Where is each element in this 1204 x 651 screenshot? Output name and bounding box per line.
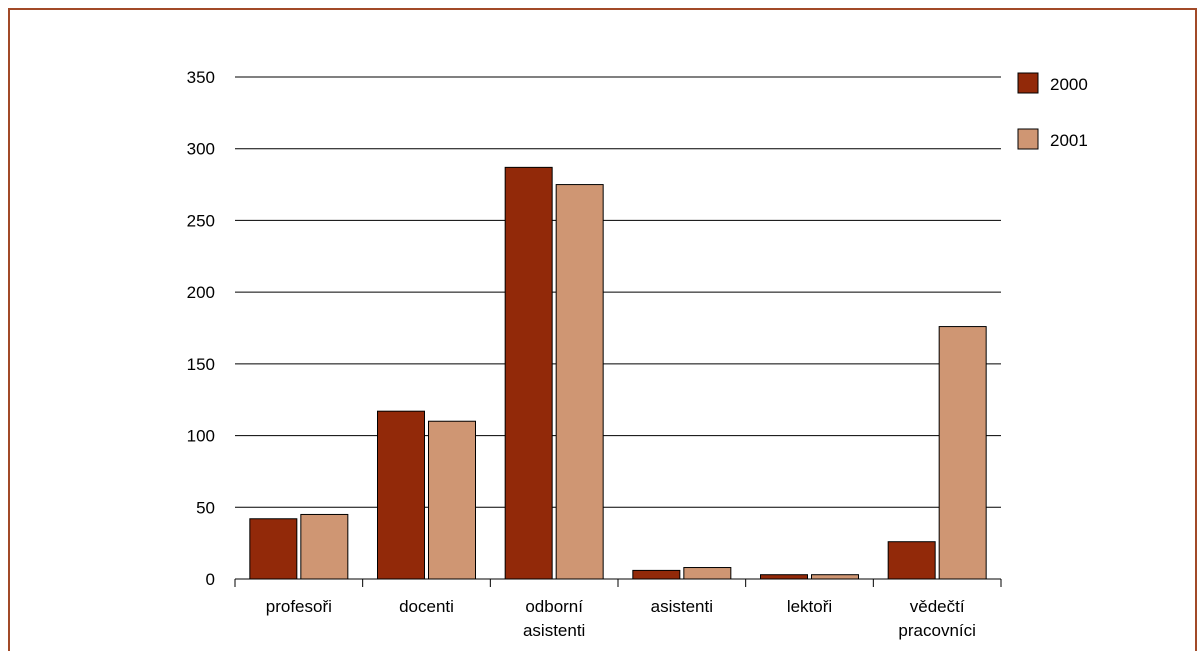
x-tick-label: profesoři bbox=[266, 597, 332, 616]
x-tick-line: odborní bbox=[525, 597, 583, 616]
x-tick-label: lektoři bbox=[787, 597, 832, 616]
y-tick-label: 300 bbox=[187, 140, 215, 159]
bar bbox=[428, 420, 476, 580]
legend-label: 2000 bbox=[1050, 75, 1088, 94]
bar bbox=[377, 410, 425, 580]
legend-swatch bbox=[1017, 72, 1039, 94]
x-tick-label: docenti bbox=[399, 597, 454, 616]
x-tick-label: asistenti bbox=[651, 597, 713, 616]
y-tick-label: 150 bbox=[187, 355, 215, 374]
x-tick-line: asistenti bbox=[651, 597, 713, 616]
bar bbox=[938, 326, 987, 580]
bar bbox=[887, 541, 936, 580]
legend-label: 2001 bbox=[1050, 131, 1088, 150]
frame bbox=[8, 8, 1197, 651]
y-tick-label: 100 bbox=[187, 427, 215, 446]
y-tick-label: 250 bbox=[187, 211, 215, 230]
x-tick-label: vědečtí pracovníci bbox=[898, 597, 975, 640]
y-tick-label: 200 bbox=[187, 283, 215, 302]
bar bbox=[760, 574, 808, 580]
bar bbox=[504, 166, 553, 580]
y-tick-label: 0 bbox=[206, 570, 215, 589]
y-tick-label: 50 bbox=[196, 498, 215, 517]
x-tick-line: pracovníci bbox=[898, 621, 975, 640]
x-tick-label: odborní asistenti bbox=[523, 597, 585, 640]
x-tick-line: asistenti bbox=[523, 621, 585, 640]
bar bbox=[300, 513, 349, 580]
bar bbox=[555, 184, 604, 580]
x-tick-line: docenti bbox=[399, 597, 454, 616]
bar bbox=[811, 574, 859, 580]
legend-swatch bbox=[1017, 128, 1039, 150]
x-tick-line: vědečtí bbox=[910, 597, 965, 616]
x-tick-line: profesoři bbox=[266, 597, 332, 616]
x-tick-line: lektoři bbox=[787, 597, 832, 616]
bar bbox=[632, 569, 681, 580]
bar bbox=[683, 567, 732, 580]
bar bbox=[249, 518, 298, 580]
y-tick-label: 350 bbox=[187, 68, 215, 87]
